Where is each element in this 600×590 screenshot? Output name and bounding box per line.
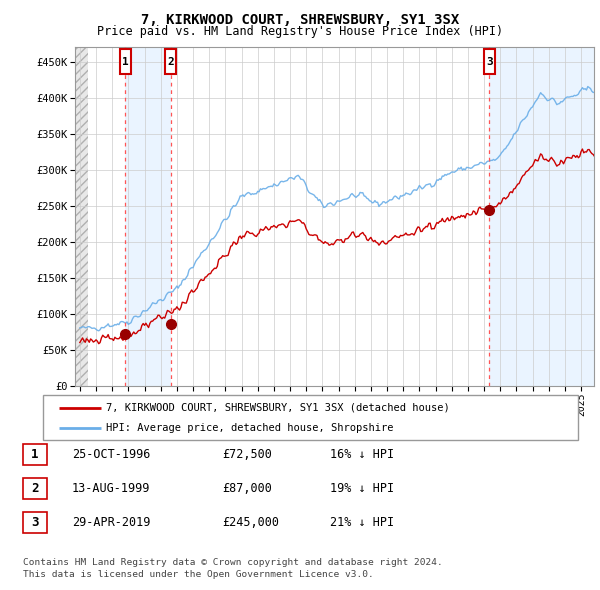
Text: 2: 2: [31, 482, 38, 495]
Text: Price paid vs. HM Land Registry's House Price Index (HPI): Price paid vs. HM Land Registry's House …: [97, 25, 503, 38]
Text: 21% ↓ HPI: 21% ↓ HPI: [330, 516, 394, 529]
FancyBboxPatch shape: [484, 49, 494, 74]
FancyBboxPatch shape: [43, 395, 578, 440]
Text: 25-OCT-1996: 25-OCT-1996: [72, 448, 151, 461]
Text: 2: 2: [167, 57, 174, 67]
Text: 29-APR-2019: 29-APR-2019: [72, 516, 151, 529]
Text: This data is licensed under the Open Government Licence v3.0.: This data is licensed under the Open Gov…: [23, 570, 374, 579]
Text: 1: 1: [122, 57, 129, 67]
Bar: [75, 47, 88, 386]
Text: 7, KIRKWOOD COURT, SHREWSBURY, SY1 3SX (detached house): 7, KIRKWOOD COURT, SHREWSBURY, SY1 3SX (…: [106, 403, 449, 412]
FancyBboxPatch shape: [166, 49, 176, 74]
Text: 1: 1: [31, 448, 38, 461]
Text: 13-AUG-1999: 13-AUG-1999: [72, 482, 151, 495]
Text: £245,000: £245,000: [222, 516, 279, 529]
Bar: [125, 47, 171, 386]
Text: 7, KIRKWOOD COURT, SHREWSBURY, SY1 3SX: 7, KIRKWOOD COURT, SHREWSBURY, SY1 3SX: [141, 13, 459, 27]
Text: 3: 3: [486, 57, 493, 67]
Text: 3: 3: [31, 516, 38, 529]
Text: HPI: Average price, detached house, Shropshire: HPI: Average price, detached house, Shro…: [106, 424, 393, 434]
Text: 19% ↓ HPI: 19% ↓ HPI: [330, 482, 394, 495]
Text: 16% ↓ HPI: 16% ↓ HPI: [330, 448, 394, 461]
FancyBboxPatch shape: [120, 49, 131, 74]
Text: Contains HM Land Registry data © Crown copyright and database right 2024.: Contains HM Land Registry data © Crown c…: [23, 558, 443, 567]
Text: £87,000: £87,000: [222, 482, 272, 495]
Text: £72,500: £72,500: [222, 448, 272, 461]
Bar: [490, 47, 594, 386]
